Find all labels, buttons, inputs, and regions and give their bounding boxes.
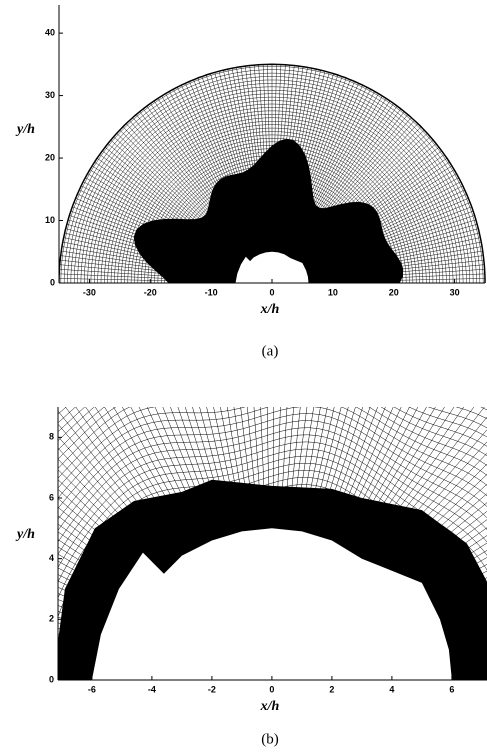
body <box>235 251 309 283</box>
x-tick-label: -10 <box>205 287 218 297</box>
y-tick-label: 8 <box>49 432 54 442</box>
body <box>91 528 452 680</box>
x-tick-label: -6 <box>88 684 96 694</box>
caption: (a) <box>262 343 279 359</box>
x-tick-label: 2 <box>329 684 334 694</box>
y-tick-label: 10 <box>45 215 55 225</box>
x-tick-label: -4 <box>148 684 156 694</box>
x-tick-label: 6 <box>449 684 454 694</box>
y-tick-label: 0 <box>50 277 55 287</box>
y-axis-label: y/h <box>15 122 35 137</box>
mesh-plot <box>58 407 487 680</box>
y-tick-label: 2 <box>49 614 54 624</box>
y-axis-label: y/h <box>15 527 35 542</box>
outer-boundary <box>59 63 486 283</box>
x-axis-label: x/h <box>260 302 280 317</box>
x-axis-label: x/h <box>260 699 280 714</box>
mesh-plot <box>59 63 486 283</box>
y-tick-label: 0 <box>49 674 54 684</box>
dense-mesh <box>133 138 404 283</box>
y-tick-label: 40 <box>45 27 55 37</box>
caption: (b) <box>261 731 279 747</box>
x-tick-label: -20 <box>144 287 157 297</box>
x-tick-label: 0 <box>269 287 274 297</box>
y-tick-label: 6 <box>49 492 54 502</box>
y-tick-label: 4 <box>49 553 54 563</box>
x-tick-label: 10 <box>328 287 338 297</box>
x-tick-label: 20 <box>389 287 399 297</box>
y-tick-label: 30 <box>45 90 55 100</box>
x-tick-label: 0 <box>269 684 274 694</box>
x-tick-label: -2 <box>208 684 216 694</box>
x-tick-label: 4 <box>389 684 394 694</box>
x-tick-label: -30 <box>83 287 96 297</box>
y-tick-label: 20 <box>45 152 55 162</box>
x-tick-label: 30 <box>450 287 460 297</box>
